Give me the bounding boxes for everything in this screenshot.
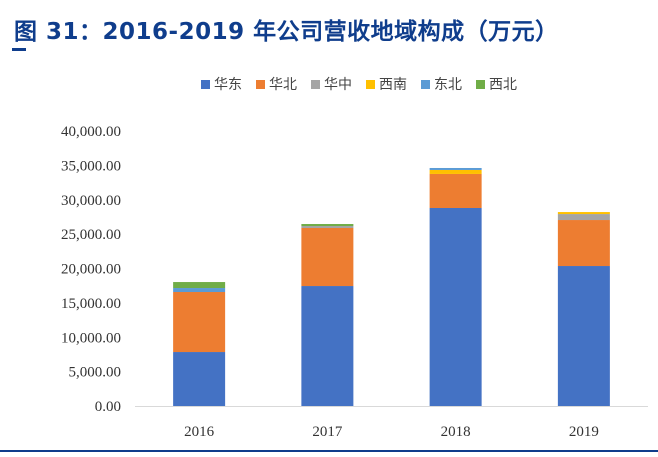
legend-swatch xyxy=(256,79,265,89)
x-tick-label: 2018 xyxy=(441,424,471,440)
bar-segment-华东 xyxy=(301,286,354,406)
legend-label: 西北 xyxy=(489,77,517,93)
bar-segment-华东 xyxy=(173,352,226,406)
y-tick-label: 30,000.00 xyxy=(61,193,121,209)
bar-segment-华北 xyxy=(173,292,226,353)
bar-segment-华中 xyxy=(301,226,354,229)
legend-swatch xyxy=(201,79,210,89)
y-tick-label: 40,000.00 xyxy=(61,124,121,140)
y-tick-label: 25,000.00 xyxy=(61,227,121,243)
legend-label: 西南 xyxy=(379,77,407,93)
legend-item: 华中 xyxy=(311,74,352,94)
x-tick-label: 2017 xyxy=(312,424,343,440)
y-tick-label: 5,000.00 xyxy=(69,365,122,381)
legend-label: 华东 xyxy=(214,77,242,93)
y-tick-label: 20,000.00 xyxy=(61,262,121,278)
bar-segment-华北 xyxy=(557,220,610,267)
x-tick-label: 2019 xyxy=(569,424,599,440)
legend-swatch xyxy=(421,79,430,89)
bar-segment-华东 xyxy=(429,208,482,406)
chart-title: 图 31：2016-2019 年公司营收地域构成（万元） xyxy=(14,19,559,45)
y-tick-label: 15,000.00 xyxy=(61,296,121,312)
legend-label: 华中 xyxy=(324,77,352,93)
bar-segment-华东 xyxy=(557,266,610,406)
bottom-divider xyxy=(0,450,658,452)
bar-segment-华中 xyxy=(557,214,610,221)
legend-item: 西南 xyxy=(366,74,407,94)
legend-swatch xyxy=(476,79,485,89)
legend-item: 西北 xyxy=(476,74,517,94)
bar-segment-东北 xyxy=(429,167,482,170)
legend-swatch xyxy=(311,79,320,89)
title-underline xyxy=(12,48,26,51)
bar-segment-西北 xyxy=(173,282,226,289)
bar-segment-华北 xyxy=(429,173,482,208)
y-tick-label: 35,000.00 xyxy=(61,158,121,174)
bar-segment-华北 xyxy=(301,228,354,287)
legend-label: 东北 xyxy=(434,77,462,93)
legend-swatch xyxy=(366,79,375,89)
x-tick-label: 2016 xyxy=(184,424,215,440)
y-tick-label: 0.00 xyxy=(95,399,121,415)
legend-item: 华北 xyxy=(256,74,297,94)
bar-segment-西南 xyxy=(557,212,610,215)
legend: 华东 华北 华中 西南 东北 西北 xyxy=(0,74,658,94)
bar-segment-西南 xyxy=(429,169,482,174)
legend-item: 东北 xyxy=(421,74,462,94)
bar-segment-东北 xyxy=(173,288,226,293)
legend-item: 华东 xyxy=(201,74,242,94)
bar-segment-西北 xyxy=(301,224,354,227)
legend-label: 华北 xyxy=(269,77,297,93)
y-tick-label: 10,000.00 xyxy=(61,330,121,346)
